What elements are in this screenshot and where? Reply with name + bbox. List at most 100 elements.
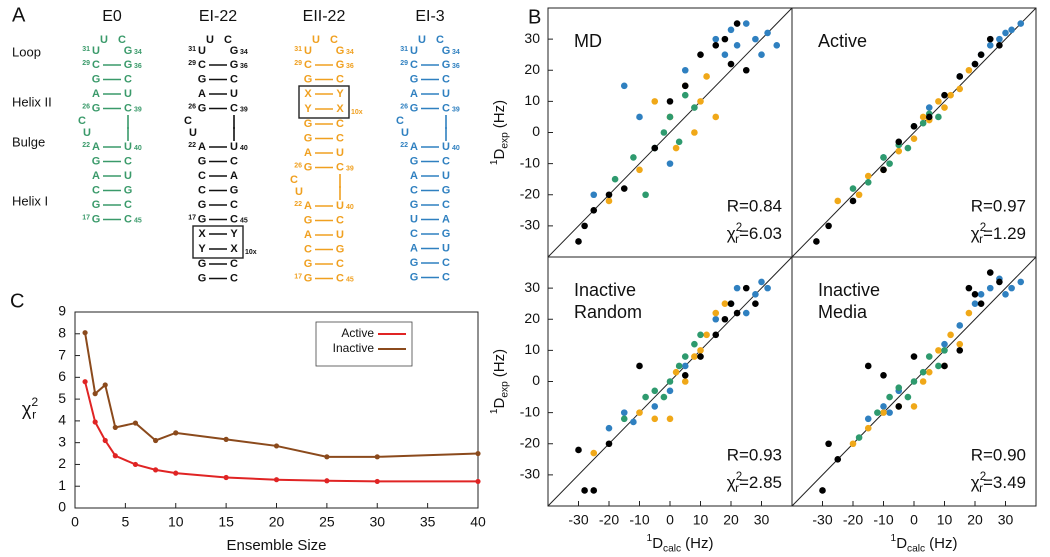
nucleotide: C — [436, 34, 444, 46]
nucleotide: C — [230, 102, 238, 114]
chi-value-part: 2 — [980, 222, 986, 234]
nucleotide: C — [336, 258, 344, 270]
data-point — [630, 418, 637, 426]
data-point — [965, 309, 973, 317]
legend-box — [315, 321, 413, 367]
data-point — [965, 66, 973, 74]
data-point — [1008, 26, 1015, 34]
r-value: R=0.93 — [727, 445, 782, 464]
y-tick-label: 0 — [58, 499, 66, 515]
nucleotide: U — [410, 45, 418, 57]
x-tick-label: 0 — [910, 512, 918, 528]
data-point — [971, 291, 979, 298]
data-point — [886, 409, 893, 416]
nucleotide: 34 — [240, 49, 248, 56]
data-point — [374, 478, 380, 485]
y-tick-label: -10 — [520, 403, 540, 419]
nucleotide: 26 — [294, 162, 302, 169]
data-point — [935, 98, 942, 105]
data-point — [581, 222, 588, 230]
nucleotide: C — [442, 271, 450, 283]
data-point — [681, 362, 689, 370]
nucleotide: G — [92, 102, 101, 114]
x-axis-label: 1Dcalc (Hz) — [891, 533, 958, 555]
nucleotide: A — [410, 242, 418, 254]
chi-value: χ2 r=1.29 — [971, 222, 1026, 246]
nucleotide: 31 — [82, 46, 90, 53]
data-point — [721, 51, 729, 58]
data-point — [977, 300, 985, 307]
nucleotide: U — [336, 200, 344, 212]
data-point — [977, 291, 985, 298]
nucleotide: 17 — [82, 214, 90, 221]
data-point — [1017, 278, 1025, 286]
nucleotide: C — [124, 155, 132, 167]
data-point — [895, 147, 903, 155]
data-point — [611, 175, 619, 183]
nucleotide: 26 — [400, 103, 408, 110]
nucleotide: U — [189, 127, 197, 139]
nucleotide: G — [304, 214, 313, 226]
x-tick-label: 40 — [470, 514, 486, 530]
nucleotide: U — [418, 34, 426, 46]
nucleotide: C — [336, 118, 344, 130]
data-point — [636, 166, 643, 174]
nucleotide: C — [124, 102, 132, 114]
data-point — [941, 347, 948, 354]
row-label: Helix II — [12, 94, 52, 109]
data-point — [880, 409, 887, 416]
nucleotide: U — [124, 170, 132, 182]
data-point — [92, 419, 98, 425]
data-point — [956, 340, 964, 348]
data-point — [910, 135, 918, 143]
nucleotide: U — [442, 141, 450, 153]
y-tick-label: 10 — [524, 341, 540, 357]
panel-title: Inactive — [574, 280, 636, 300]
nucleotide: G — [410, 199, 419, 211]
data-point — [273, 477, 280, 483]
nucleotide: G — [304, 258, 313, 270]
nucleotide: U — [336, 229, 344, 241]
data-point — [986, 35, 994, 43]
data-point — [925, 353, 933, 360]
nucleotide: C — [224, 34, 232, 46]
mutation-box — [192, 225, 244, 259]
y-axis-label-part: exp — [499, 381, 510, 398]
data-point — [1017, 20, 1025, 27]
nucleotide: G — [410, 257, 419, 269]
data-point — [947, 331, 954, 339]
y-tick-label: 9 — [58, 303, 66, 319]
nucleotide: 22 — [188, 142, 196, 149]
data-point — [721, 35, 729, 43]
data-point — [727, 26, 735, 34]
nucleotide: U — [401, 127, 409, 139]
data-point — [910, 378, 918, 385]
nucleotide: G — [304, 73, 313, 85]
data-point — [672, 368, 680, 376]
nucleotide: 45 — [134, 217, 142, 224]
nucleotide: 45 — [240, 217, 248, 224]
nucleotide: C — [198, 170, 206, 182]
data-point — [825, 440, 832, 448]
data-point — [691, 129, 698, 136]
data-point — [324, 478, 330, 484]
data-point — [733, 284, 741, 292]
data-point — [153, 467, 159, 473]
data-point — [132, 420, 139, 426]
y-axis-label-part: exp — [499, 132, 510, 149]
x-tick-label: 10 — [693, 512, 709, 528]
x-tick-label: -30 — [812, 512, 832, 528]
data-point — [886, 393, 893, 401]
x-tick-label: 0 — [666, 512, 674, 528]
nucleotide: G — [336, 45, 345, 57]
y-tick-label: -10 — [520, 154, 540, 170]
nucleotide: 40 — [240, 145, 248, 152]
data-point — [132, 461, 139, 468]
data-point — [773, 42, 781, 49]
data-point — [813, 238, 820, 245]
data-point — [672, 144, 680, 152]
y-tick-label: -20 — [520, 185, 540, 201]
structure-title: EI-3 — [415, 8, 444, 25]
data-point — [925, 113, 933, 121]
data-point — [636, 362, 643, 370]
